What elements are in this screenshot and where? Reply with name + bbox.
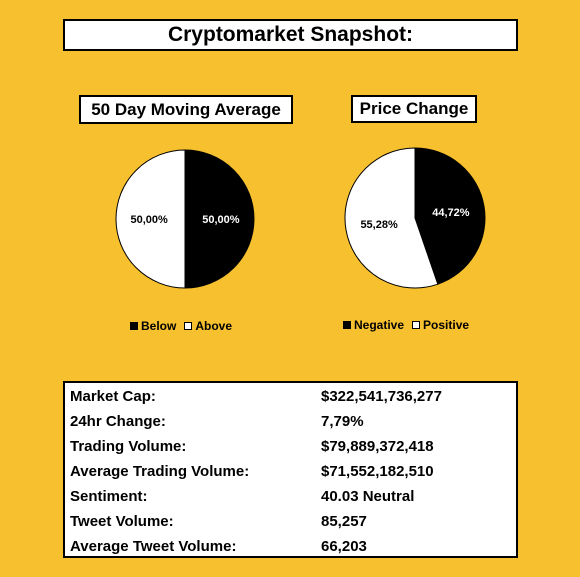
pie-label-below: 50,00%	[202, 214, 240, 226]
pie-slice-above	[115, 149, 186, 289]
legend-swatch-below	[130, 322, 138, 330]
stat-value: $71,552,182,510	[321, 463, 434, 480]
pie-slice-below	[184, 149, 255, 289]
stat-label: Average Tweet Volume:	[70, 538, 237, 555]
stat-value: $79,889,372,418	[321, 438, 434, 455]
moving-average-legend: Below Above	[130, 319, 240, 333]
legend-label-positive: Positive	[423, 318, 470, 332]
legend-swatch-negative	[343, 321, 351, 329]
legend-label-below: Below	[141, 319, 177, 333]
legend-item-below: Below	[130, 319, 176, 333]
stat-value: 66,203	[321, 538, 367, 555]
legend-item-negative: Negative	[343, 318, 404, 332]
page-title: Cryptomarket Snapshot:	[63, 19, 518, 51]
stat-value: $322,541,736,277	[321, 388, 442, 405]
stat-label: Average Trading Volume:	[70, 463, 250, 480]
stat-row-trading-volume: Trading Volume: $79,889,372,418	[65, 434, 516, 459]
moving-average-chart-title: 50 Day Moving Average	[79, 95, 293, 124]
stat-row-average-trading-volume: Average Trading Volume: $71,552,182,510	[65, 459, 516, 484]
pie-label-positive: 55,28%	[360, 219, 398, 231]
pie-slice-negative	[414, 147, 486, 285]
stat-row-tweet-volume: Tweet Volume: 85,257	[65, 509, 516, 534]
stat-value: 40.03 Neutral	[321, 488, 415, 505]
stat-row-sentiment: Sentiment: 40.03 Neutral	[65, 484, 516, 509]
price-change-chart-title: Price Change	[351, 95, 477, 123]
legend-swatch-positive	[412, 321, 421, 329]
legend-label-above: Above	[195, 319, 233, 333]
stat-label: Trading Volume:	[70, 438, 187, 455]
stat-label: Market Cap:	[70, 388, 156, 405]
stat-label: 24hr Change:	[70, 413, 166, 430]
stat-label: Tweet Volume:	[70, 513, 174, 530]
pie-slice-positive	[344, 147, 439, 289]
moving-average-pie-chart: 50,00% 50,00%	[115, 149, 255, 289]
stat-label: Sentiment:	[70, 488, 148, 505]
pie-label-above: 50,00%	[130, 214, 168, 226]
legend-item-positive: Positive	[412, 318, 469, 332]
market-stats-table: Market Cap: $322,541,736,277 24hr Change…	[63, 381, 518, 558]
stat-row-market-cap: Market Cap: $322,541,736,277	[65, 384, 516, 409]
pie-label-negative: 44,72%	[432, 207, 470, 219]
stat-row-average-tweet-volume: Average Tweet Volume: 66,203	[65, 534, 516, 559]
price-change-pie-chart: 44,72% 55,28%	[344, 147, 486, 289]
stat-row-24hr-change: 24hr Change: 7,79%	[65, 409, 516, 434]
price-change-legend: Negative Positive	[343, 318, 477, 332]
legend-swatch-above	[184, 322, 193, 330]
legend-item-above: Above	[184, 319, 232, 333]
legend-label-negative: Negative	[354, 318, 405, 332]
stat-value: 85,257	[321, 513, 367, 530]
stat-value: 7,79%	[321, 413, 364, 430]
